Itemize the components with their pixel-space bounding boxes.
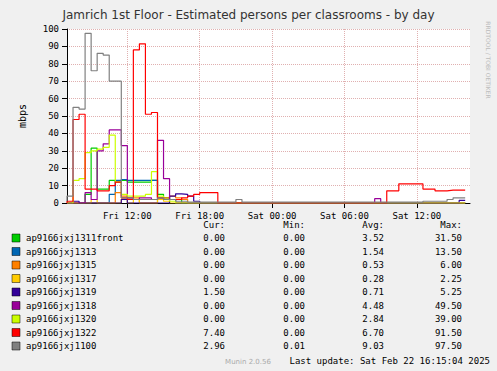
- svg-text:60: 60: [48, 94, 59, 104]
- svg-text:0.00: 0.00: [283, 287, 305, 297]
- svg-text:ap9166jxj1313: ap9166jxj1313: [26, 247, 96, 257]
- svg-text:9.03: 9.03: [362, 341, 384, 351]
- svg-text:13.50: 13.50: [435, 247, 462, 257]
- svg-text:6.00: 6.00: [440, 260, 462, 270]
- svg-text:0.00: 0.00: [283, 247, 305, 257]
- svg-text:0.00: 0.00: [203, 247, 225, 257]
- svg-text:1.54: 1.54: [362, 247, 384, 257]
- svg-text:3.52: 3.52: [362, 233, 384, 243]
- svg-text:70: 70: [48, 76, 59, 86]
- svg-text:49.50: 49.50: [435, 301, 462, 311]
- svg-text:ap9166jxj1322: ap9166jxj1322: [26, 328, 96, 338]
- svg-text:0.00: 0.00: [283, 260, 305, 270]
- svg-text:Last update: Sat Feb 22 16:15:: Last update: Sat Feb 22 16:15:04 2025: [290, 356, 490, 366]
- svg-text:30: 30: [48, 146, 59, 156]
- svg-text:0.00: 0.00: [283, 301, 305, 311]
- svg-text:0.28: 0.28: [362, 274, 384, 284]
- svg-text:0.00: 0.00: [203, 233, 225, 243]
- svg-text:39.00: 39.00: [435, 314, 462, 324]
- svg-text:0.00: 0.00: [203, 260, 225, 270]
- svg-text:50: 50: [48, 111, 59, 121]
- svg-text:5.25: 5.25: [440, 287, 462, 297]
- svg-text:0.00: 0.00: [283, 233, 305, 243]
- svg-text:2.96: 2.96: [203, 341, 225, 351]
- svg-text:ap9166jxj1315: ap9166jxj1315: [26, 260, 96, 270]
- svg-text:ap9166jxj1100: ap9166jxj1100: [26, 341, 96, 351]
- svg-text:Fri 12:00: Fri 12:00: [103, 211, 152, 221]
- svg-text:40: 40: [48, 128, 59, 138]
- svg-text:ap9166jxj1320: ap9166jxj1320: [26, 314, 96, 324]
- svg-text:Sat 12:00: Sat 12:00: [393, 211, 442, 221]
- svg-text:0.71: 0.71: [362, 287, 384, 297]
- svg-text:90: 90: [48, 41, 59, 51]
- svg-text:7.40: 7.40: [203, 328, 225, 338]
- svg-text:0.53: 0.53: [362, 260, 384, 270]
- svg-text:Avg:: Avg:: [362, 220, 384, 230]
- svg-text:Jamrich 1st Floor - Estimated: Jamrich 1st Floor - Estimated persons pe…: [61, 8, 434, 22]
- svg-text:100: 100: [43, 24, 59, 34]
- svg-text:ap9166jxj1317: ap9166jxj1317: [26, 274, 96, 284]
- svg-text:31.50: 31.50: [435, 233, 462, 243]
- svg-text:0.01: 0.01: [283, 341, 305, 351]
- svg-text:Max:: Max:: [440, 220, 462, 230]
- svg-text:2.25: 2.25: [440, 274, 462, 284]
- svg-text:4.48: 4.48: [362, 301, 384, 311]
- svg-text:1.50: 1.50: [203, 287, 225, 297]
- svg-text:0.00: 0.00: [203, 274, 225, 284]
- svg-text:RRDTOOL / TOBI OETIKER: RRDTOOL / TOBI OETIKER: [485, 21, 492, 98]
- svg-text:0.00: 0.00: [203, 314, 225, 324]
- svg-text:Sat 00:00: Sat 00:00: [248, 211, 297, 221]
- svg-text:20: 20: [48, 163, 59, 173]
- svg-text:Fri 18:00: Fri 18:00: [175, 211, 224, 221]
- svg-text:6.70: 6.70: [362, 328, 384, 338]
- svg-text:ap9166jxj1311front: ap9166jxj1311front: [26, 233, 124, 243]
- svg-text:Cur:: Cur:: [203, 220, 225, 230]
- svg-text:Munin 2.0.56: Munin 2.0.56: [225, 358, 271, 366]
- svg-text:mbps: mbps: [17, 104, 28, 128]
- svg-text:10: 10: [48, 181, 59, 191]
- svg-text:0.00: 0.00: [283, 314, 305, 324]
- svg-text:0.00: 0.00: [283, 328, 305, 338]
- svg-text:91.50: 91.50: [435, 328, 462, 338]
- svg-text:0.00: 0.00: [203, 301, 225, 311]
- svg-text:0.00: 0.00: [283, 274, 305, 284]
- svg-text:0: 0: [54, 198, 59, 208]
- svg-text:ap9166jxj1319: ap9166jxj1319: [26, 287, 96, 297]
- svg-text:2.84: 2.84: [362, 314, 384, 324]
- svg-text:Min:: Min:: [283, 220, 305, 230]
- svg-text:ap9166jxj1318: ap9166jxj1318: [26, 301, 96, 311]
- svg-text:Sat 06:00: Sat 06:00: [320, 211, 369, 221]
- svg-text:80: 80: [48, 59, 59, 69]
- svg-text:97.50: 97.50: [435, 341, 462, 351]
